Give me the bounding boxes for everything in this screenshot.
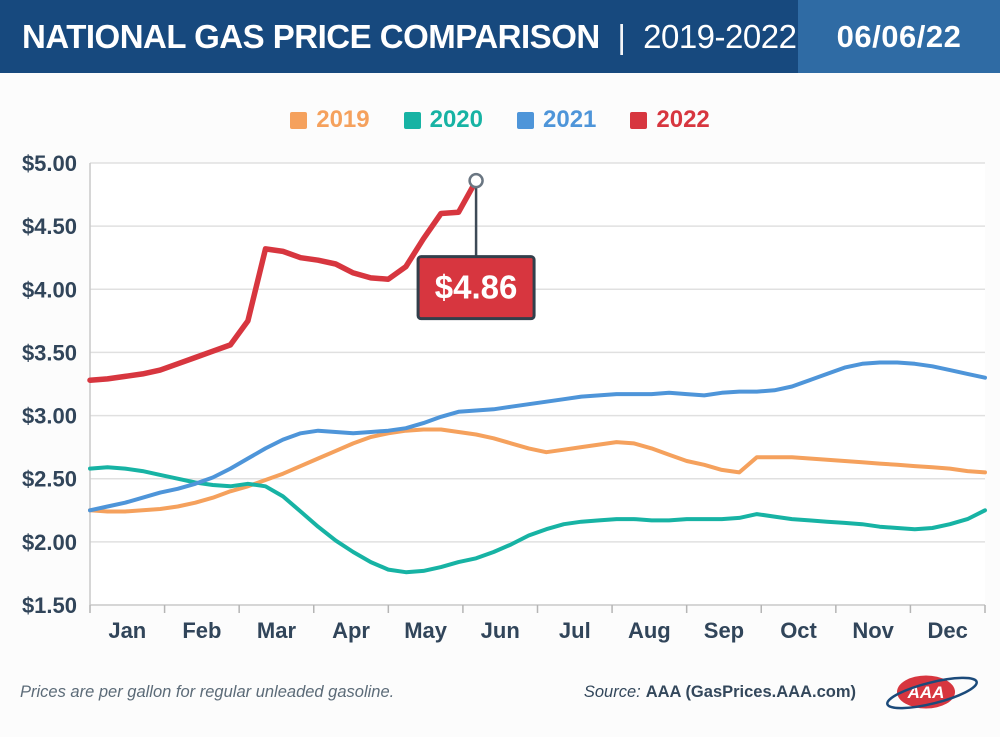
x-tick-label: Apr [332,618,370,643]
page-title: NATIONAL GAS PRICE COMPARISON | 2019-202… [22,17,797,56]
page-title-text: NATIONAL GAS PRICE COMPARISON [22,17,600,55]
price-callout-label: $4.86 [435,269,518,306]
y-tick-label: $5.00 [22,151,77,176]
x-tick-label: Jul [559,618,591,643]
legend-swatch-2021 [517,111,534,129]
y-tick-label: $1.50 [22,593,77,618]
x-tick-label: Aug [628,618,671,643]
source-label: Source: [583,682,641,701]
y-tick-label: $4.00 [22,277,77,302]
plot-area [90,163,985,605]
legend-label-2022: 2022 [656,106,710,133]
footer: Prices are per gallon for regular unlead… [0,669,1000,715]
legend-label-2019: 2019 [316,106,370,133]
legend-item-2022: 2022 [630,106,710,134]
aaa-logo: AAA [886,675,978,710]
aaa-logo-oval [897,675,955,709]
title-year-range: 2019-2022 [643,17,797,55]
y-tick-label: $3.50 [22,340,77,365]
y-tick-label: $2.00 [22,530,77,555]
x-tick-label: May [404,618,448,643]
source-credit: Source: AAA (GasPrices.AAA.com) [584,683,856,702]
header-title-area: NATIONAL GAS PRICE COMPARISON | 2019-202… [0,0,798,73]
series-line-2021 [88,360,987,513]
endpoint-marker [468,172,484,189]
series-line-2020 [88,465,987,575]
y-tick-label: $2.50 [22,467,77,492]
chart-legend: 2019 2020 2021 2022 [0,105,1000,135]
footnote: Prices are per gallon for regular unlead… [20,682,395,701]
aaa-logo-orbit [886,676,978,710]
legend-label-2021: 2021 [543,106,597,133]
x-tick-label: Sep [704,618,744,643]
legend-swatch-2022 [630,111,648,129]
title-separator: | [617,17,626,55]
source-value: AAA (GasPrices.AAA.com) [645,682,856,701]
series-line-2019 [88,427,987,514]
legend-item-2019: 2019 [290,106,370,134]
x-tick-label: Mar [257,618,297,643]
x-tick-label: Nov [852,618,894,643]
y-tick-label: $4.50 [22,214,77,239]
y-tick-label: $3.00 [22,404,77,429]
x-tick-label: Feb [182,618,221,643]
x-tick-label: Jun [481,618,520,643]
header-bar: NATIONAL GAS PRICE COMPARISON | 2019-202… [0,0,1000,73]
legend-item-2021: 2021 [517,106,596,134]
aaa-logo-text: AAA [907,683,945,702]
legend-swatch-2020 [403,111,421,129]
x-tick-label: Jan [108,618,146,643]
x-tick-label: Dec [928,618,968,643]
legend-swatch-2019 [290,111,308,129]
series-line-2022 [87,177,479,383]
date-badge: 06/06/22 [798,0,1000,73]
x-tick-label: Oct [780,618,817,643]
gas-price-line-chart: $1.50 $2.00 $2.50 $3.00 $3.50 $4.00 $4.50 $5.00… [22,151,987,643]
price-callout-box [416,255,536,321]
legend-label-2020: 2020 [429,106,483,133]
legend-item-2020: 2020 [403,106,483,134]
